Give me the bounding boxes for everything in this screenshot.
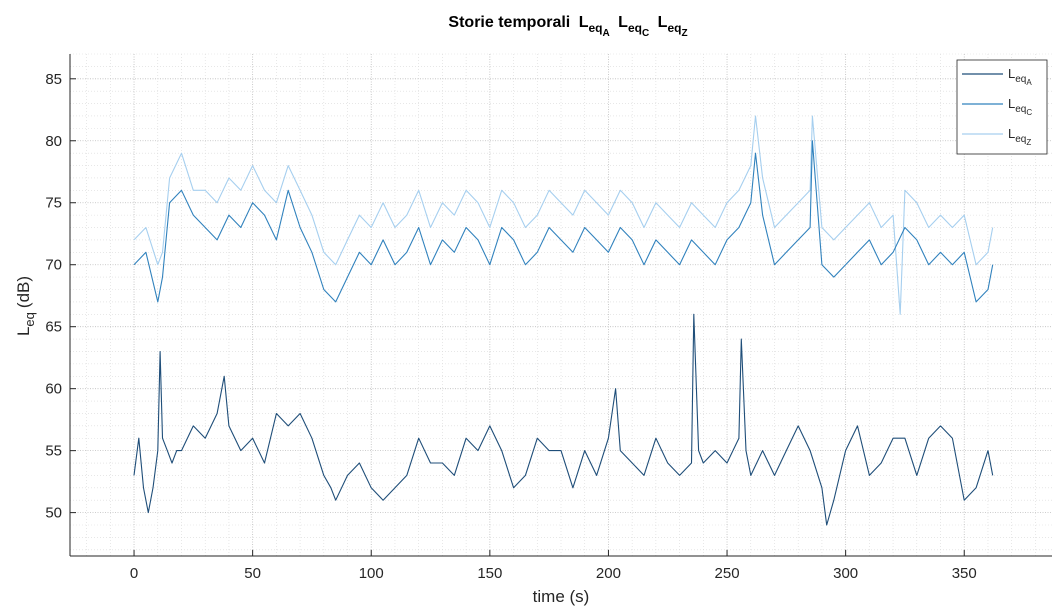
legend-label-leq-a-sub: eq [1015, 74, 1026, 85]
plot-background [70, 54, 1052, 556]
y-tick-label: 55 [45, 443, 62, 460]
legend-label-leq-z: LeqZ [1008, 126, 1031, 147]
title-term-3-sub: eq [667, 21, 681, 35]
y-tick-label: 70 [45, 257, 62, 274]
y-tick-labels: 50 55 60 65 70 75 80 85 [45, 71, 62, 522]
y-tick-label: 85 [45, 71, 62, 88]
series-line-leq-c [133, 140, 994, 303]
y-tick-label: 65 [45, 319, 62, 336]
title-term-2-subsub: C [642, 28, 649, 39]
series-group [133, 115, 994, 526]
x-tick-label: 150 [477, 565, 502, 582]
x-tick-label: 250 [715, 565, 740, 582]
chart-title: Storie temporali LeqA LeqC LeqZ [448, 14, 687, 40]
legend[interactable]: LeqA LeqC LeqZ [956, 59, 1048, 155]
legend-label-leq-a-base: L [1008, 66, 1015, 81]
legend-label-leq-z-subsub: Z [1026, 138, 1031, 147]
x-tick-label: 300 [833, 565, 858, 582]
x-tick-label: 350 [952, 565, 977, 582]
y-tick-label: 75 [45, 195, 62, 212]
y-tick-label: 60 [45, 381, 62, 398]
y-tick-label: 50 [45, 505, 62, 522]
y-axis-label-unit: (dB) [14, 276, 33, 308]
title-term-1-subsub: A [602, 28, 609, 39]
x-tick-label: 200 [596, 565, 621, 582]
x-tick-label: 0 [130, 565, 138, 582]
y-axis-label: Leq (dB) [14, 276, 37, 336]
x-tick-labels: 0 50 100 150 200 250 300 350 [130, 565, 977, 582]
title-term-2-base: L [618, 14, 628, 31]
major-grid [70, 54, 1052, 556]
title-term-1-base: L [579, 14, 589, 31]
y-tick-label: 80 [45, 133, 62, 150]
legend-label-leq-z-sub: eq [1015, 134, 1026, 145]
title-term-1-sub: eq [588, 21, 602, 35]
legend-label-leq-z-base: L [1008, 126, 1015, 141]
y-axis-label-sub: eq [22, 312, 37, 326]
x-axis-label: time (s) [533, 587, 590, 606]
title-term-3-subsub: Z [681, 28, 687, 39]
series-line-leq-z [133, 115, 994, 315]
axes [69, 54, 1052, 557]
y-axis-label-base: L [14, 327, 33, 336]
title-prefix: Storie temporali [448, 14, 570, 31]
series-line-leq-a [133, 313, 994, 526]
x-tick-label: 50 [244, 565, 261, 582]
legend-label-leq-c-base: L [1008, 96, 1015, 111]
title-term-3-base: L [658, 14, 668, 31]
legend-label-leq-c-sub: eq [1015, 104, 1026, 115]
x-tick-label: 100 [359, 565, 384, 582]
title-term-2-sub: eq [628, 21, 642, 35]
legend-label-leq-c: LeqC [1008, 96, 1032, 117]
legend-label-leq-a-subsub: A [1026, 78, 1032, 87]
legend-label-leq-a: LeqA [1008, 66, 1032, 87]
legend-box [956, 59, 1048, 155]
legend-label-leq-c-subsub: C [1026, 108, 1032, 117]
